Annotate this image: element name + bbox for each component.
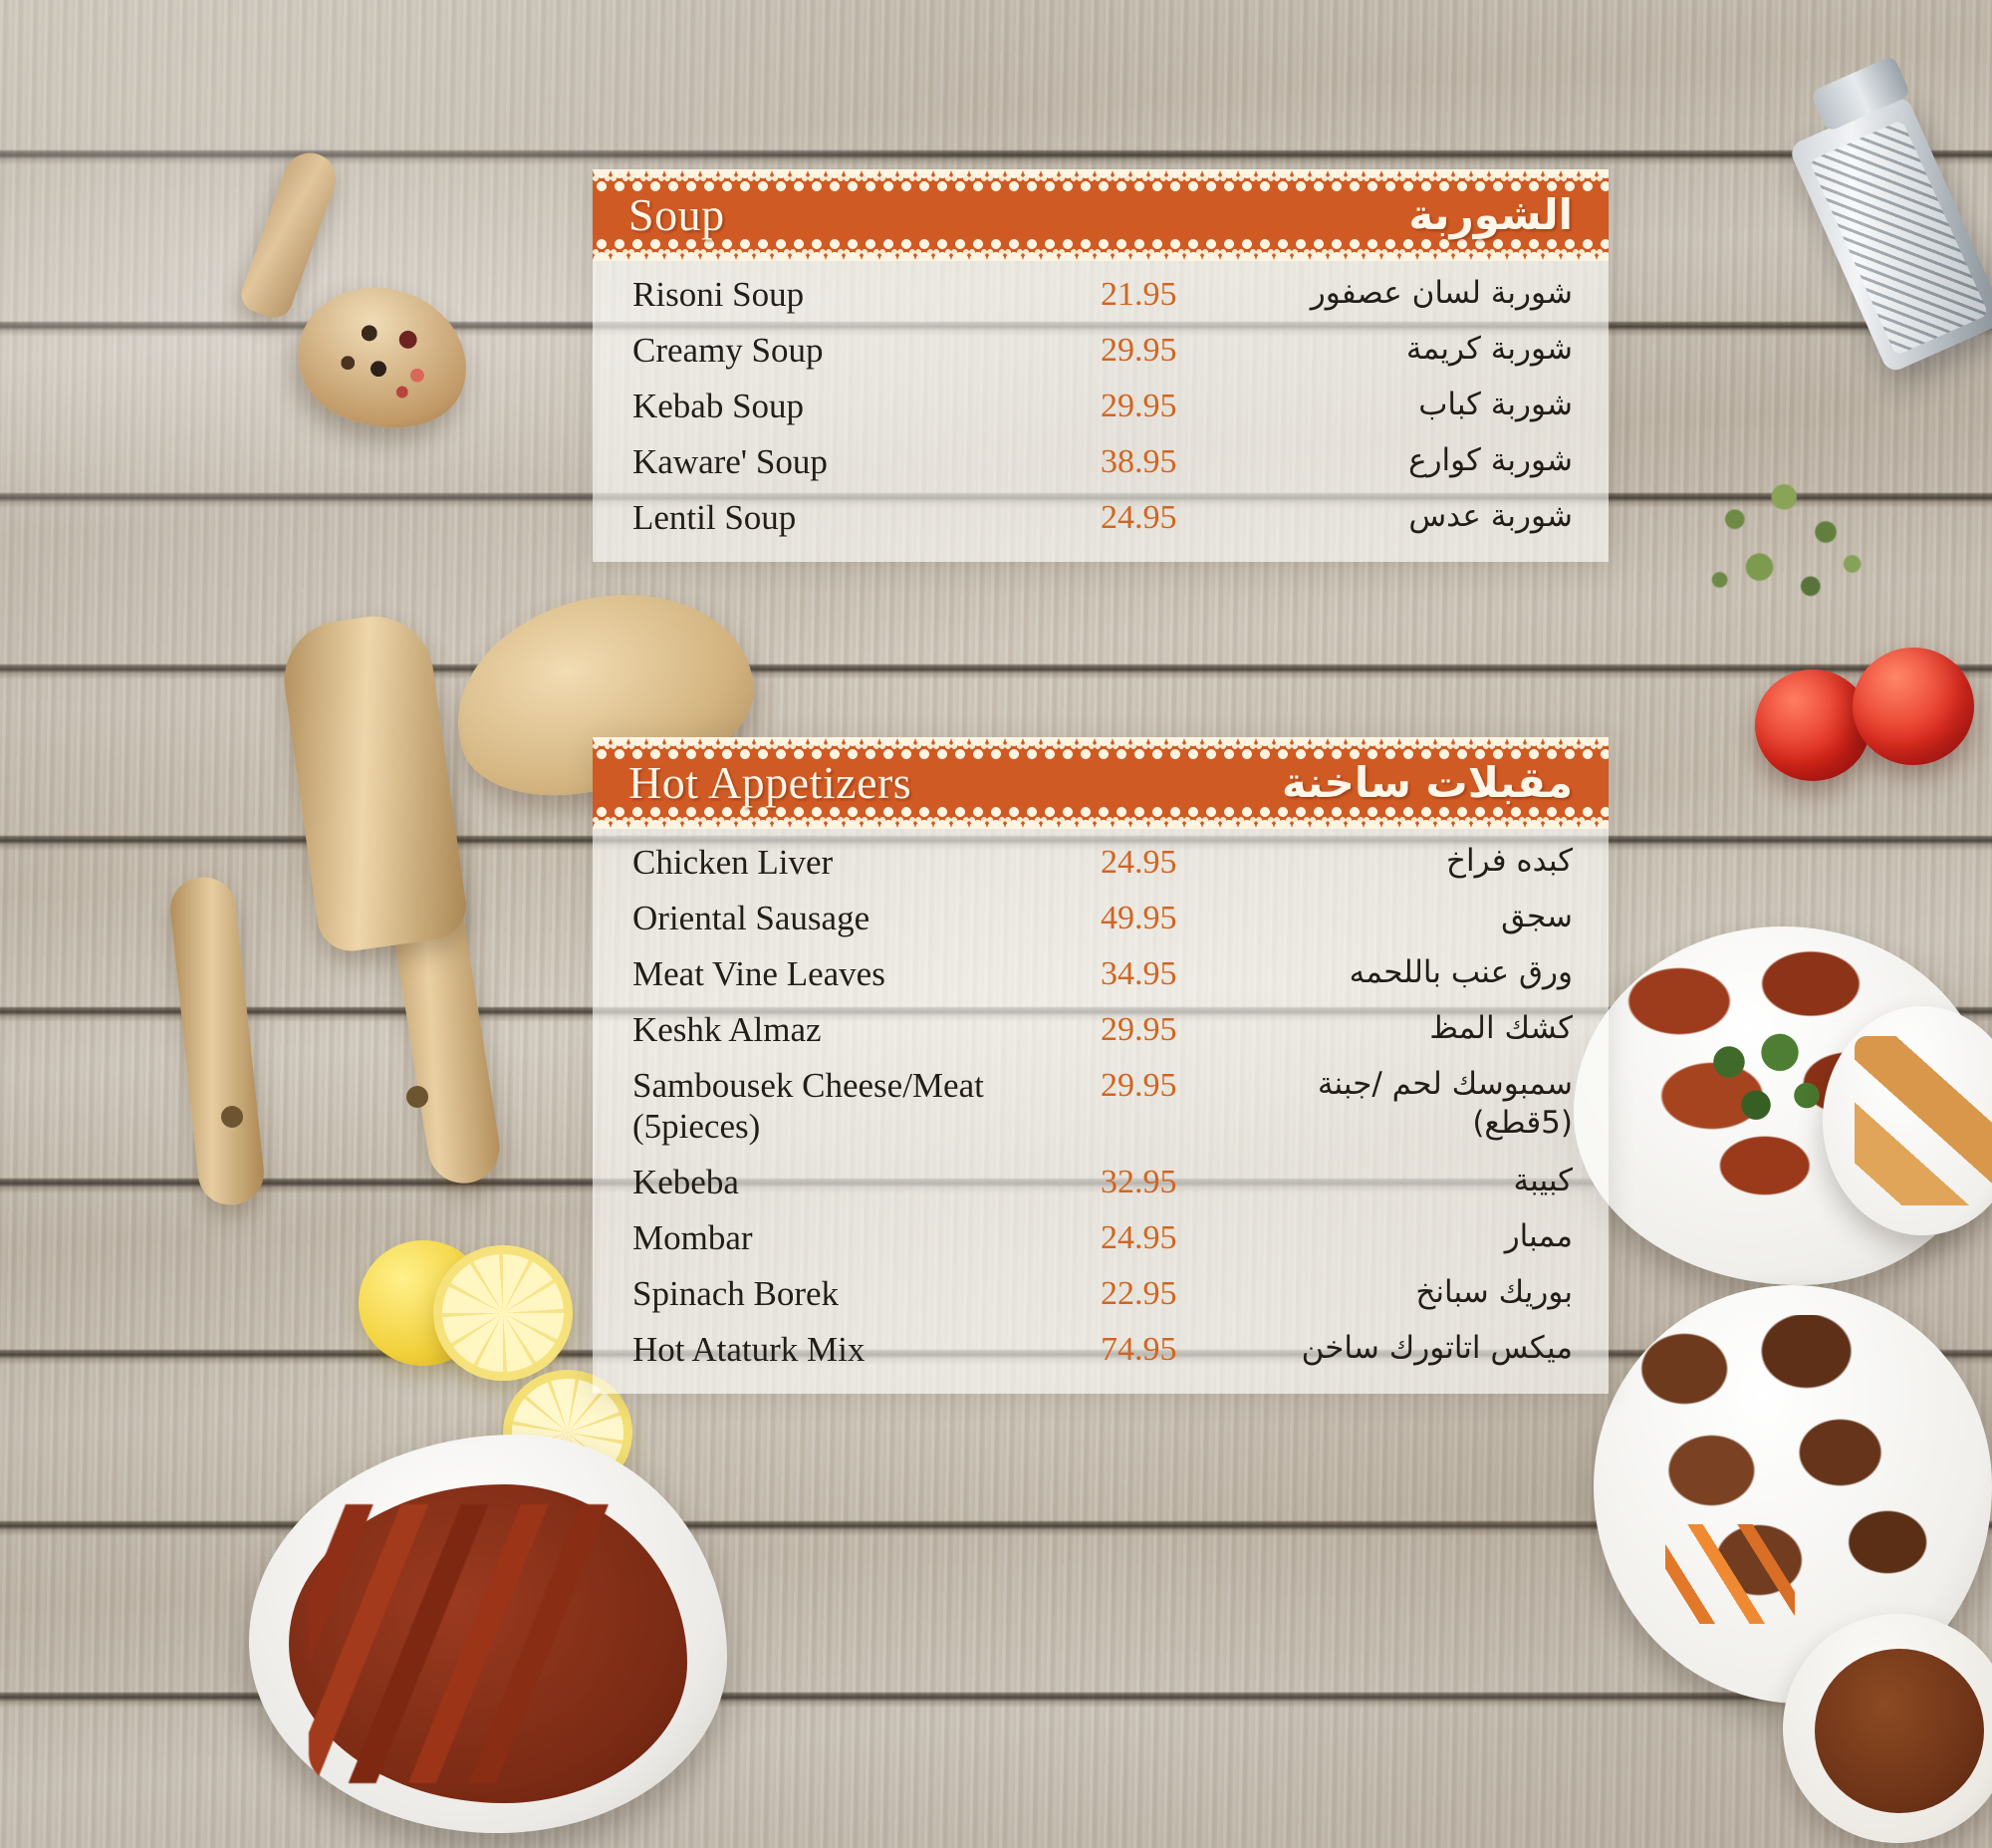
hot-appetizers-title-english: Hot Appetizers (628, 756, 912, 808)
item-name-arabic: شوربة عدس (1408, 498, 1573, 534)
item-name-english: Chicken Liver (632, 843, 834, 882)
item-name-arabic: شوربة كوارع (1408, 442, 1573, 478)
menu-item-row[interactable]: Chicken Liver 24.95 كبده فراخ (593, 835, 1609, 891)
menu-item-row[interactable]: Kebab Soup 29.95 شوربة كباب (593, 379, 1609, 434)
item-price: 21.95 (1101, 276, 1177, 313)
item-name-arabic: كبيبة (1513, 1162, 1573, 1198)
item-name-arabic: بوريك سبانخ (1415, 1273, 1573, 1310)
item-name-arabic: كشك المظ (1429, 1010, 1573, 1046)
menu-item-row[interactable]: Lentil Soup 24.95 شوربة عدس (593, 490, 1609, 546)
item-name-arabic: ورق عنب باللحمه (1349, 954, 1573, 990)
item-name-arabic: شوربة كريمة (1405, 331, 1573, 367)
item-price: 49.95 (1101, 900, 1177, 936)
soup-items-list: Risoni Soup 21.95 شوربة لسان عصفور Cream… (593, 261, 1609, 562)
item-price: 74.95 (1101, 1330, 1177, 1368)
item-name-english: Spinach Borek (632, 1273, 840, 1313)
menu-item-row[interactable]: Hot Ataturk Mix 74.95 ميكس اتاتورك ساخن (593, 1322, 1609, 1378)
item-name-arabic: شوربة كباب (1418, 387, 1573, 422)
item-price: 24.95 (1101, 844, 1177, 881)
menu-item-row[interactable]: Oriental Sausage 49.95 سجق (593, 891, 1609, 946)
menu-item-row[interactable]: Meat Vine Leaves 34.95 ورق عنب باللحمه (593, 946, 1609, 1002)
item-name-arabic: سجق (1501, 899, 1573, 934)
item-name-english: Sambousek Cheese/Meat (5pieces) (632, 1066, 984, 1147)
item-name-english: Hot Ataturk Mix (632, 1329, 866, 1369)
menu-item-row[interactable]: Kebeba 32.95 كبيبة (593, 1155, 1609, 1210)
menu-item-row[interactable]: Creamy Soup 29.95 شوربة كريمة (593, 323, 1609, 379)
item-name-english: Kaware' Soup (632, 442, 828, 481)
item-price: 38.95 (1101, 443, 1177, 480)
hot-appetizers-section-panel: Hot Appetizers مقبلات ساخنة Chicken Live… (593, 737, 1609, 1394)
item-price: 24.95 (1101, 499, 1177, 536)
item-name-english: Kebeba (632, 1162, 739, 1201)
item-price: 29.95 (1101, 1011, 1177, 1048)
menu-item-row[interactable]: Risoni Soup 21.95 شوربة لسان عصفور (593, 267, 1609, 323)
menu-item-row[interactable]: Sambousek Cheese/Meat (5pieces) 29.95 سم… (593, 1058, 1609, 1155)
item-price: 29.95 (1101, 388, 1177, 424)
item-name-english: Creamy Soup (632, 331, 824, 370)
item-price: 32.95 (1101, 1163, 1177, 1200)
item-name-english: Meat Vine Leaves (632, 954, 885, 993)
item-price: 29.95 (1101, 1067, 1177, 1104)
menu-item-row[interactable]: Kaware' Soup 38.95 شوربة كوارع (593, 434, 1609, 490)
item-price: 24.95 (1101, 1218, 1177, 1256)
item-name-english: Risoni Soup (632, 275, 805, 314)
item-name-english: Lentil Soup (632, 498, 797, 537)
soup-section-header: Soup الشوربة (593, 169, 1609, 261)
soup-title-arabic: الشوربة (1408, 189, 1573, 239)
item-price: 29.95 (1101, 332, 1177, 369)
menu-item-row[interactable]: Spinach Borek 22.95 بوريك سبانخ (593, 1266, 1609, 1322)
item-name-arabic: سمبوسك لحم /جبنة (5قطع) (1317, 1066, 1573, 1141)
ornamental-lace-top-icon (593, 169, 1609, 201)
menu-item-row[interactable]: Keshk Almaz 29.95 كشك المظ (593, 1002, 1609, 1058)
menu-item-row[interactable]: Mombar 24.95 ممبار (593, 1210, 1609, 1266)
hot-appetizers-title-arabic: مقبلات ساخنة (1281, 757, 1573, 807)
ornamental-lace-top-icon (593, 737, 1609, 769)
item-name-arabic: ميكس اتاتورك ساخن (1301, 1329, 1573, 1366)
hot-appetizers-section-header: Hot Appetizers مقبلات ساخنة (593, 737, 1609, 829)
item-name-english: Oriental Sausage (632, 899, 871, 937)
item-price: 34.95 (1101, 955, 1177, 992)
item-name-arabic: كبده فراخ (1445, 843, 1573, 879)
item-name-english: Keshk Almaz (632, 1010, 822, 1049)
hot-appetizers-items-list: Chicken Liver 24.95 كبده فراخ Oriental S… (593, 829, 1609, 1394)
soup-title-english: Soup (628, 188, 725, 240)
item-name-arabic: شوربة لسان عصفور (1310, 275, 1573, 311)
item-price: 22.95 (1101, 1274, 1177, 1312)
soup-section-panel: Soup الشوربة Risoni Soup 21.95 شوربة لسا… (593, 169, 1609, 562)
item-name-english: Kebab Soup (632, 387, 805, 425)
item-name-arabic: ممبار (1504, 1217, 1573, 1254)
item-name-english: Mombar (632, 1217, 753, 1257)
